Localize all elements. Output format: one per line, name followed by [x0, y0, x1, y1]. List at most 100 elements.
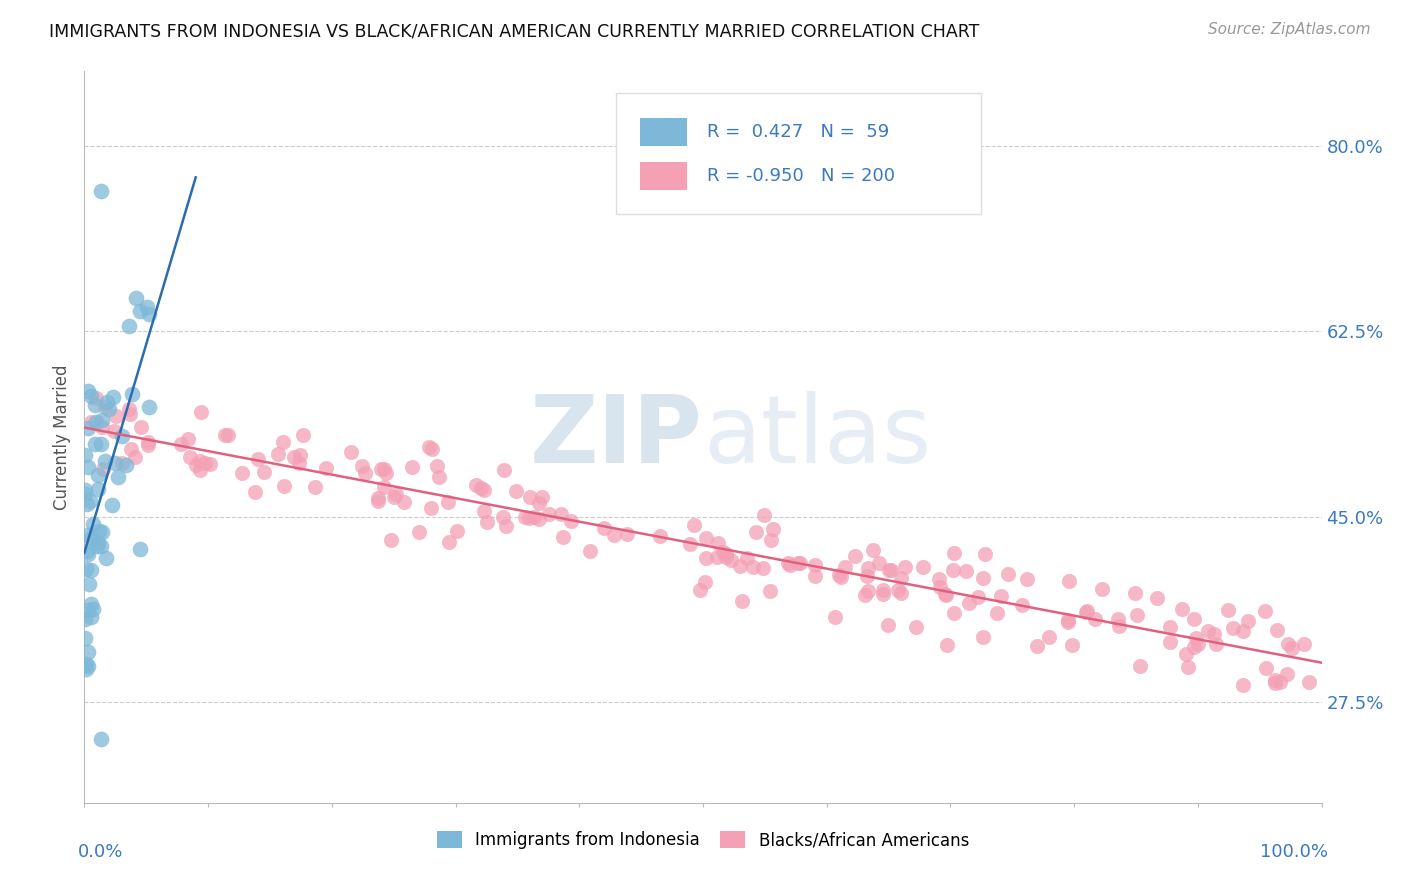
Point — [93, 462, 115, 476]
Point — [1253, 604, 1275, 618]
Point — [492, 463, 515, 477]
Point — [90, 731, 112, 746]
Point — [1056, 615, 1078, 629]
Point — [75, 612, 97, 626]
Point — [827, 568, 849, 582]
Point — [495, 519, 517, 533]
Point — [382, 491, 405, 505]
Point — [470, 481, 492, 495]
Point — [80, 597, 103, 611]
Point — [529, 496, 551, 510]
Point — [118, 319, 141, 334]
Point — [1184, 612, 1206, 626]
Point — [1174, 647, 1197, 661]
Point — [401, 460, 423, 475]
Point — [745, 525, 768, 540]
Point — [426, 458, 449, 473]
Point — [375, 466, 398, 480]
Point — [104, 409, 127, 423]
Text: ZIP: ZIP — [530, 391, 703, 483]
Point — [877, 563, 900, 577]
Point — [872, 587, 894, 601]
Point — [194, 456, 217, 470]
Point — [73, 483, 96, 497]
Point — [243, 484, 266, 499]
Point — [579, 543, 602, 558]
Point — [107, 470, 129, 484]
Point — [929, 580, 952, 594]
Point — [1026, 639, 1049, 653]
Point — [1281, 641, 1303, 656]
Point — [273, 479, 295, 493]
Point — [824, 609, 846, 624]
Point — [693, 575, 716, 590]
Point — [890, 571, 912, 585]
Point — [904, 620, 927, 634]
Point — [408, 524, 430, 539]
Point — [935, 588, 957, 602]
Point — [370, 462, 392, 476]
Point — [353, 466, 375, 480]
Point — [472, 483, 495, 498]
Point — [77, 384, 100, 399]
Point — [804, 558, 827, 572]
Text: Source: ZipAtlas.com: Source: ZipAtlas.com — [1208, 22, 1371, 37]
Point — [373, 462, 395, 476]
Point — [1197, 624, 1219, 639]
Point — [974, 547, 997, 561]
Point — [128, 304, 150, 318]
Point — [1177, 660, 1199, 674]
Point — [1074, 605, 1097, 619]
Point — [1108, 619, 1130, 633]
Point — [87, 535, 110, 549]
Point — [84, 392, 107, 406]
Point — [1264, 673, 1286, 687]
Y-axis label: Currently Married: Currently Married — [53, 364, 72, 510]
Point — [942, 606, 965, 620]
Point — [87, 524, 110, 538]
Point — [1084, 612, 1107, 626]
Text: 100.0%: 100.0% — [1260, 843, 1327, 861]
Point — [689, 582, 711, 597]
Point — [1015, 572, 1038, 586]
Point — [1126, 607, 1149, 622]
FancyBboxPatch shape — [640, 162, 688, 190]
Point — [111, 456, 134, 470]
Point — [77, 658, 100, 673]
Point — [759, 583, 782, 598]
Point — [1057, 574, 1080, 589]
Point — [77, 460, 100, 475]
Point — [887, 582, 910, 597]
Point — [761, 533, 783, 547]
Point — [616, 527, 638, 541]
Point — [491, 510, 513, 524]
Point — [350, 459, 373, 474]
Point — [877, 618, 900, 632]
Point — [304, 480, 326, 494]
Point — [972, 630, 994, 644]
Point — [83, 398, 105, 412]
Point — [603, 527, 626, 541]
Point — [315, 461, 337, 475]
Point — [1218, 603, 1240, 617]
Point — [111, 429, 134, 443]
Point — [385, 486, 408, 500]
Point — [273, 434, 295, 449]
Point — [911, 560, 934, 574]
Point — [1232, 624, 1254, 639]
Point — [752, 508, 775, 522]
Point — [90, 539, 112, 553]
Point — [253, 465, 276, 479]
Point — [76, 544, 98, 558]
Point — [124, 450, 146, 464]
Point — [82, 517, 104, 532]
Point — [523, 510, 546, 524]
Point — [79, 493, 101, 508]
Point — [679, 537, 702, 551]
Point — [367, 494, 389, 508]
Point — [682, 517, 704, 532]
Point — [136, 434, 159, 449]
Point — [752, 561, 775, 575]
Point — [437, 535, 460, 549]
Point — [1254, 661, 1277, 675]
